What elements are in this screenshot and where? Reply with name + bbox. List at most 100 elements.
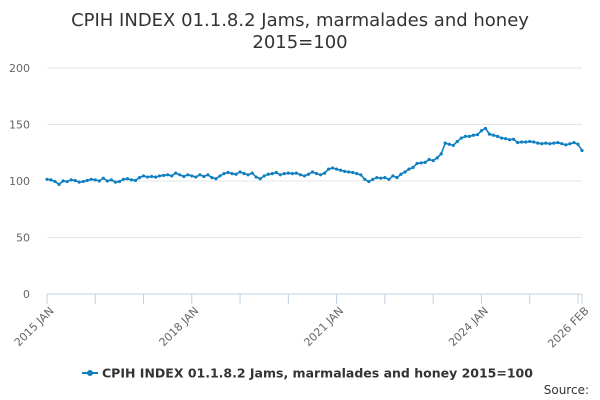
data-point — [363, 177, 367, 181]
data-point — [294, 171, 298, 175]
data-point — [166, 173, 170, 177]
data-point — [335, 167, 339, 171]
data-point — [57, 182, 61, 186]
data-point — [528, 139, 532, 144]
data-point — [121, 177, 126, 181]
data-point — [286, 171, 290, 175]
data-point — [548, 142, 552, 146]
data-point — [572, 140, 576, 145]
data-point — [556, 140, 560, 145]
data-point — [455, 139, 459, 144]
data-point — [162, 173, 166, 177]
x-tick-label: 2026 FEB — [545, 304, 591, 350]
data-point — [85, 178, 89, 183]
data-point — [218, 174, 222, 178]
data-point — [210, 176, 214, 180]
data-point — [65, 179, 69, 184]
data-point — [194, 175, 198, 179]
data-point — [411, 165, 415, 170]
data-point — [419, 161, 423, 165]
data-point — [141, 174, 146, 178]
data-point — [367, 179, 371, 184]
y-tick-label: 100 — [9, 175, 30, 188]
data-point — [375, 176, 379, 180]
data-point — [564, 143, 568, 147]
data-point — [568, 142, 572, 146]
data-point — [544, 141, 548, 145]
data-point — [73, 178, 77, 183]
data-point — [69, 178, 73, 182]
data-point — [475, 133, 480, 137]
data-point — [507, 138, 512, 142]
data-point — [503, 137, 508, 141]
data-point — [178, 173, 182, 177]
data-point — [540, 142, 544, 146]
source-label: Source: — [544, 383, 589, 397]
data-point — [206, 173, 210, 177]
data-point — [387, 177, 391, 181]
data-point — [109, 178, 113, 182]
data-point — [427, 157, 431, 162]
data-point — [415, 161, 419, 166]
data-point — [93, 178, 97, 182]
data-point — [170, 174, 174, 178]
data-point — [202, 174, 206, 179]
data-point — [379, 176, 383, 180]
data-point — [576, 142, 580, 146]
data-point — [326, 167, 331, 171]
data-point — [359, 173, 363, 177]
data-point — [483, 126, 488, 131]
data-point — [125, 177, 130, 181]
data-point — [580, 148, 584, 153]
data-point — [290, 172, 294, 176]
data-point — [560, 142, 564, 146]
x-tick-label: 2015 JAN — [12, 304, 57, 349]
data-point — [270, 172, 274, 176]
data-point — [129, 178, 134, 182]
data-point — [149, 174, 154, 179]
data-point — [262, 174, 266, 178]
data-point — [45, 177, 49, 181]
data-point — [552, 141, 556, 145]
data-point — [536, 141, 540, 145]
legend[interactable]: CPIH INDEX 01.1.8.2 Jams, marmalades and… — [82, 366, 533, 381]
data-point — [499, 136, 504, 140]
data-point — [298, 173, 303, 177]
data-point — [49, 178, 53, 182]
data-point — [254, 175, 258, 179]
data-point — [439, 152, 443, 156]
x-tick-label: 2021 JAN — [301, 304, 346, 349]
data-point — [242, 172, 246, 176]
data-point — [174, 171, 178, 175]
data-point — [435, 156, 439, 160]
y-tick-label: 150 — [9, 119, 30, 132]
data-point — [318, 173, 323, 177]
data-point — [222, 172, 226, 176]
data-point — [407, 167, 411, 171]
data-point — [532, 140, 536, 144]
axes: 0 50 100 150 200 2015 JAN 2018 JAN 2021 JAN 2024… — [9, 62, 592, 351]
data-point — [391, 174, 395, 178]
data-point — [302, 174, 307, 178]
data-point — [214, 177, 218, 181]
data-point — [89, 177, 93, 181]
data-point — [491, 133, 496, 137]
legend-series-marker — [87, 370, 93, 376]
data-point — [154, 175, 158, 179]
data-point — [133, 178, 138, 183]
data-point — [278, 173, 282, 177]
data-point — [371, 177, 375, 181]
data-point — [423, 160, 427, 164]
data-point — [314, 172, 319, 176]
legend-series-label[interactable]: CPIH INDEX 01.1.8.2 Jams, marmalades and… — [102, 366, 533, 381]
data-point — [53, 179, 57, 184]
data-point — [113, 180, 117, 184]
data-point — [105, 179, 109, 183]
data-point — [97, 179, 101, 183]
data-point — [81, 179, 85, 184]
data-point — [520, 140, 524, 144]
data-point — [331, 166, 335, 170]
data-point — [137, 176, 142, 180]
data-point — [234, 172, 238, 176]
data-point — [250, 171, 254, 175]
